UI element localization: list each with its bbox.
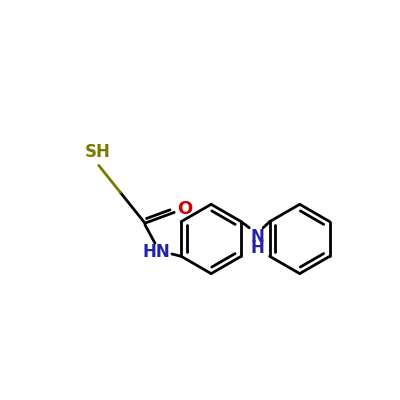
Text: N: N	[250, 228, 264, 246]
Text: SH: SH	[84, 142, 110, 160]
Text: O: O	[177, 200, 193, 218]
Text: H: H	[250, 239, 264, 257]
Text: HN: HN	[143, 244, 170, 262]
